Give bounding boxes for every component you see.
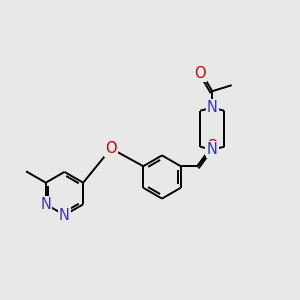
Text: N: N — [40, 197, 51, 212]
Text: N: N — [59, 208, 70, 223]
Text: N: N — [207, 100, 218, 115]
Text: O: O — [105, 141, 117, 156]
Text: O: O — [206, 140, 218, 154]
Text: N: N — [207, 142, 218, 157]
Text: O: O — [194, 66, 206, 81]
